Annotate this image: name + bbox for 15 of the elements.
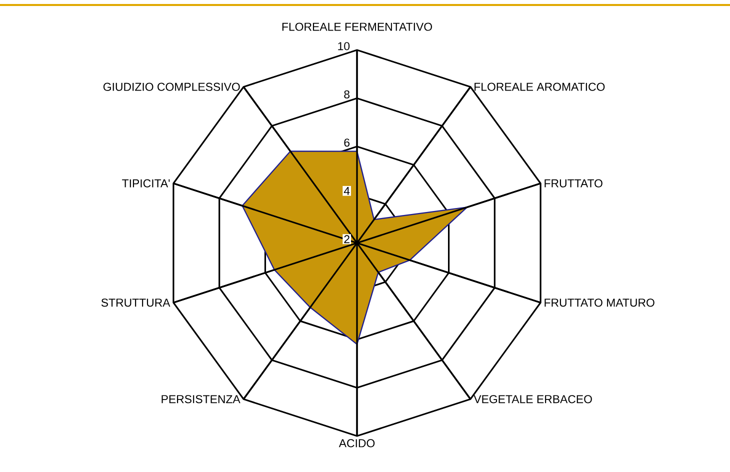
y-tick-label: 10: [338, 42, 350, 50]
spoke-label: ACIDO: [338, 439, 375, 448]
spoke-label: GIUDIZIO COMPLESSIVO: [103, 82, 240, 91]
spoke-label: FLOREALE FERMENTATIVO: [282, 22, 432, 31]
y-tick-label: 8: [344, 90, 350, 98]
y-tick-label: 6: [344, 138, 350, 147]
spoke-label: FRUTTATO: [544, 179, 602, 188]
spoke-label: FLOREALE AROMATICO: [474, 82, 605, 91]
spoke-label: FRUTTATO MATURO: [544, 298, 654, 307]
y-tick-label: 2: [344, 235, 350, 244]
spoke-label: VEGETALE ERBACEO: [474, 395, 592, 404]
spoke-label: STRUTTURA: [101, 298, 170, 307]
spoke-label: TIPICITA': [122, 179, 170, 188]
spoke-label: PERSISTENZA: [162, 395, 240, 404]
y-tick-label: 4: [344, 186, 350, 195]
